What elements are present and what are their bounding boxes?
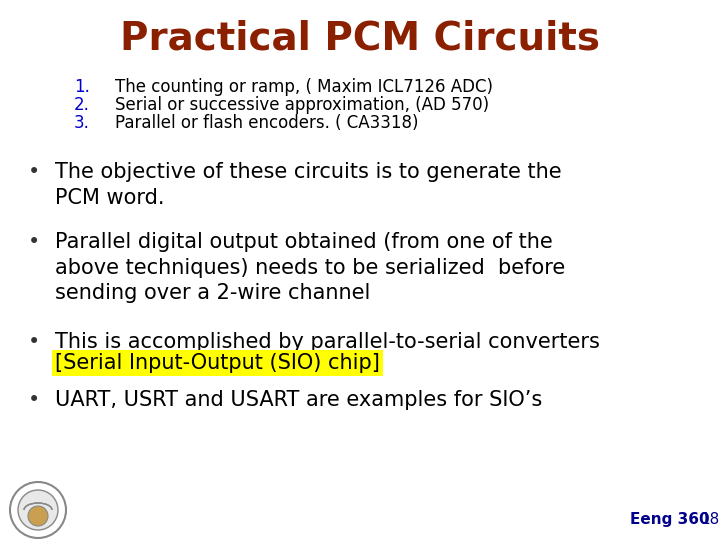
Text: Parallel digital output obtained (from one of the
above techniques) needs to be : Parallel digital output obtained (from o… bbox=[55, 232, 565, 303]
Text: The counting or ramp, ( Maxim ICL7126 ADC): The counting or ramp, ( Maxim ICL7126 AD… bbox=[115, 78, 493, 96]
Circle shape bbox=[10, 482, 66, 538]
Text: Parallel or flash encoders. ( CA3318): Parallel or flash encoders. ( CA3318) bbox=[115, 114, 418, 132]
Text: The objective of these circuits is to generate the
PCM word.: The objective of these circuits is to ge… bbox=[55, 162, 562, 207]
Text: 1.: 1. bbox=[74, 78, 90, 96]
Text: •: • bbox=[28, 232, 40, 252]
Text: Serial or successive approximation, (AD 570): Serial or successive approximation, (AD … bbox=[115, 96, 489, 114]
Text: •: • bbox=[28, 390, 40, 410]
Text: 3.: 3. bbox=[74, 114, 90, 132]
Text: [Serial Input-Output (SIO) chip]: [Serial Input-Output (SIO) chip] bbox=[55, 353, 380, 373]
Text: 18: 18 bbox=[700, 512, 719, 527]
Text: 2.: 2. bbox=[74, 96, 90, 114]
Circle shape bbox=[28, 506, 48, 526]
Text: Eeng 360: Eeng 360 bbox=[630, 512, 710, 527]
Text: •: • bbox=[28, 332, 40, 352]
Circle shape bbox=[18, 490, 58, 530]
Text: UART, USRT and USART are examples for SIO’s: UART, USRT and USART are examples for SI… bbox=[55, 390, 542, 410]
Text: Practical PCM Circuits: Practical PCM Circuits bbox=[120, 19, 600, 57]
Text: This is accomplished by parallel-to-serial converters: This is accomplished by parallel-to-seri… bbox=[55, 332, 600, 352]
Text: •: • bbox=[28, 162, 40, 182]
